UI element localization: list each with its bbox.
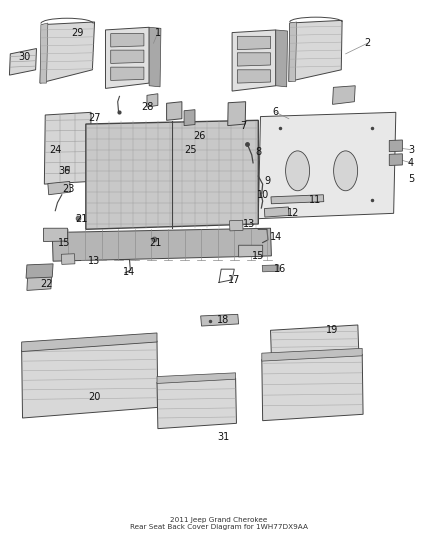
- Text: 6: 6: [273, 107, 279, 117]
- Polygon shape: [184, 110, 195, 126]
- Polygon shape: [86, 120, 258, 229]
- Text: 25: 25: [184, 144, 197, 155]
- Text: 31: 31: [217, 432, 230, 442]
- Polygon shape: [40, 22, 95, 83]
- Polygon shape: [21, 341, 158, 418]
- Text: 14: 14: [270, 232, 282, 243]
- Polygon shape: [157, 373, 236, 383]
- Polygon shape: [44, 112, 91, 184]
- Text: 13: 13: [88, 256, 101, 266]
- Polygon shape: [232, 30, 276, 91]
- Text: 9: 9: [264, 176, 270, 187]
- Polygon shape: [106, 27, 149, 88]
- Text: 13: 13: [244, 219, 256, 229]
- Polygon shape: [149, 27, 161, 87]
- Polygon shape: [265, 207, 289, 217]
- Polygon shape: [230, 220, 243, 231]
- Text: 26: 26: [193, 131, 205, 141]
- Polygon shape: [271, 325, 359, 357]
- Text: 29: 29: [71, 28, 83, 38]
- Text: 21: 21: [75, 214, 88, 224]
- Text: 36: 36: [58, 166, 70, 176]
- Polygon shape: [111, 50, 144, 63]
- Polygon shape: [157, 378, 237, 429]
- Polygon shape: [389, 154, 403, 165]
- Text: 18: 18: [217, 314, 230, 325]
- Polygon shape: [111, 34, 144, 47]
- Ellipse shape: [286, 151, 310, 191]
- Polygon shape: [26, 264, 53, 278]
- Polygon shape: [258, 112, 396, 219]
- Polygon shape: [21, 333, 157, 352]
- Text: 11: 11: [309, 195, 321, 205]
- Text: 12: 12: [287, 208, 300, 219]
- Polygon shape: [201, 314, 239, 326]
- Text: 8: 8: [255, 147, 261, 157]
- Text: 24: 24: [49, 144, 61, 155]
- Polygon shape: [262, 265, 279, 272]
- Polygon shape: [52, 228, 272, 261]
- Polygon shape: [237, 53, 271, 66]
- Text: 7: 7: [240, 120, 246, 131]
- Text: 28: 28: [141, 102, 153, 112]
- Text: 27: 27: [88, 112, 101, 123]
- Polygon shape: [289, 20, 342, 82]
- Polygon shape: [40, 23, 48, 83]
- Text: 16: 16: [274, 264, 286, 274]
- Polygon shape: [332, 86, 355, 104]
- Polygon shape: [166, 102, 182, 120]
- Polygon shape: [239, 245, 263, 257]
- Polygon shape: [237, 36, 271, 50]
- Ellipse shape: [334, 151, 357, 191]
- Polygon shape: [61, 254, 75, 264]
- Text: 15: 15: [58, 238, 70, 247]
- Text: 19: 19: [326, 325, 339, 335]
- Polygon shape: [389, 140, 403, 152]
- Polygon shape: [10, 49, 36, 75]
- Polygon shape: [111, 67, 144, 80]
- Polygon shape: [262, 349, 362, 361]
- Text: 5: 5: [408, 174, 414, 184]
- Polygon shape: [237, 70, 271, 83]
- Polygon shape: [276, 30, 288, 87]
- Polygon shape: [289, 22, 297, 82]
- Polygon shape: [48, 181, 71, 195]
- Polygon shape: [228, 102, 246, 126]
- Text: 3: 3: [408, 144, 414, 155]
- Text: 22: 22: [40, 279, 53, 289]
- Polygon shape: [271, 195, 324, 204]
- Text: 10: 10: [257, 190, 269, 200]
- Text: 17: 17: [228, 275, 240, 285]
- Text: 4: 4: [408, 158, 414, 168]
- Text: 2011 Jeep Grand Cherokee
Rear Seat Back Cover Diagram for 1WH77DX9AA: 2011 Jeep Grand Cherokee Rear Seat Back …: [130, 516, 308, 530]
- Polygon shape: [27, 272, 52, 290]
- Polygon shape: [43, 228, 67, 241]
- Polygon shape: [147, 94, 158, 107]
- Text: 30: 30: [18, 52, 31, 61]
- Text: 23: 23: [62, 184, 74, 195]
- Text: 15: 15: [252, 251, 265, 261]
- Text: 14: 14: [124, 267, 136, 277]
- Text: 21: 21: [149, 238, 162, 247]
- Polygon shape: [262, 354, 363, 421]
- Text: 20: 20: [88, 392, 101, 402]
- Text: 2: 2: [364, 38, 371, 48]
- Text: 1: 1: [155, 28, 161, 38]
